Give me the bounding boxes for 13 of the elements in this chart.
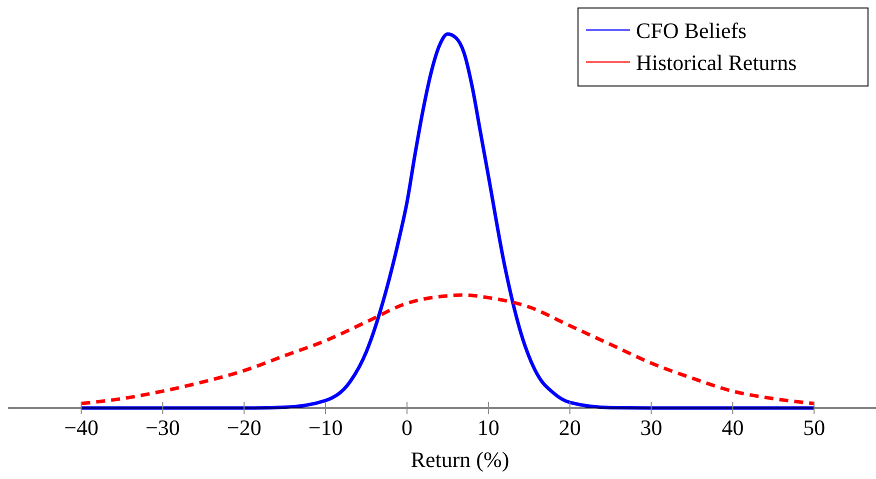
x-tick-label: −30 <box>146 415 180 440</box>
x-tick-label: 50 <box>803 415 826 440</box>
x-tick-label: 0 <box>401 415 412 440</box>
legend-label: Historical Returns <box>636 50 797 75</box>
x-axis-title: Return (%) <box>410 447 510 472</box>
x-tick-label: −10 <box>308 415 343 440</box>
x-tick-label: 40 <box>722 415 744 440</box>
x-tick-label: −20 <box>226 415 262 440</box>
x-tick-label: 30 <box>640 415 662 440</box>
legend-label: CFO Beliefs <box>636 18 747 43</box>
x-tick-label: 10 <box>477 415 500 440</box>
x-tick-label: 20 <box>558 415 581 440</box>
x-tick-label: −40 <box>64 415 98 440</box>
